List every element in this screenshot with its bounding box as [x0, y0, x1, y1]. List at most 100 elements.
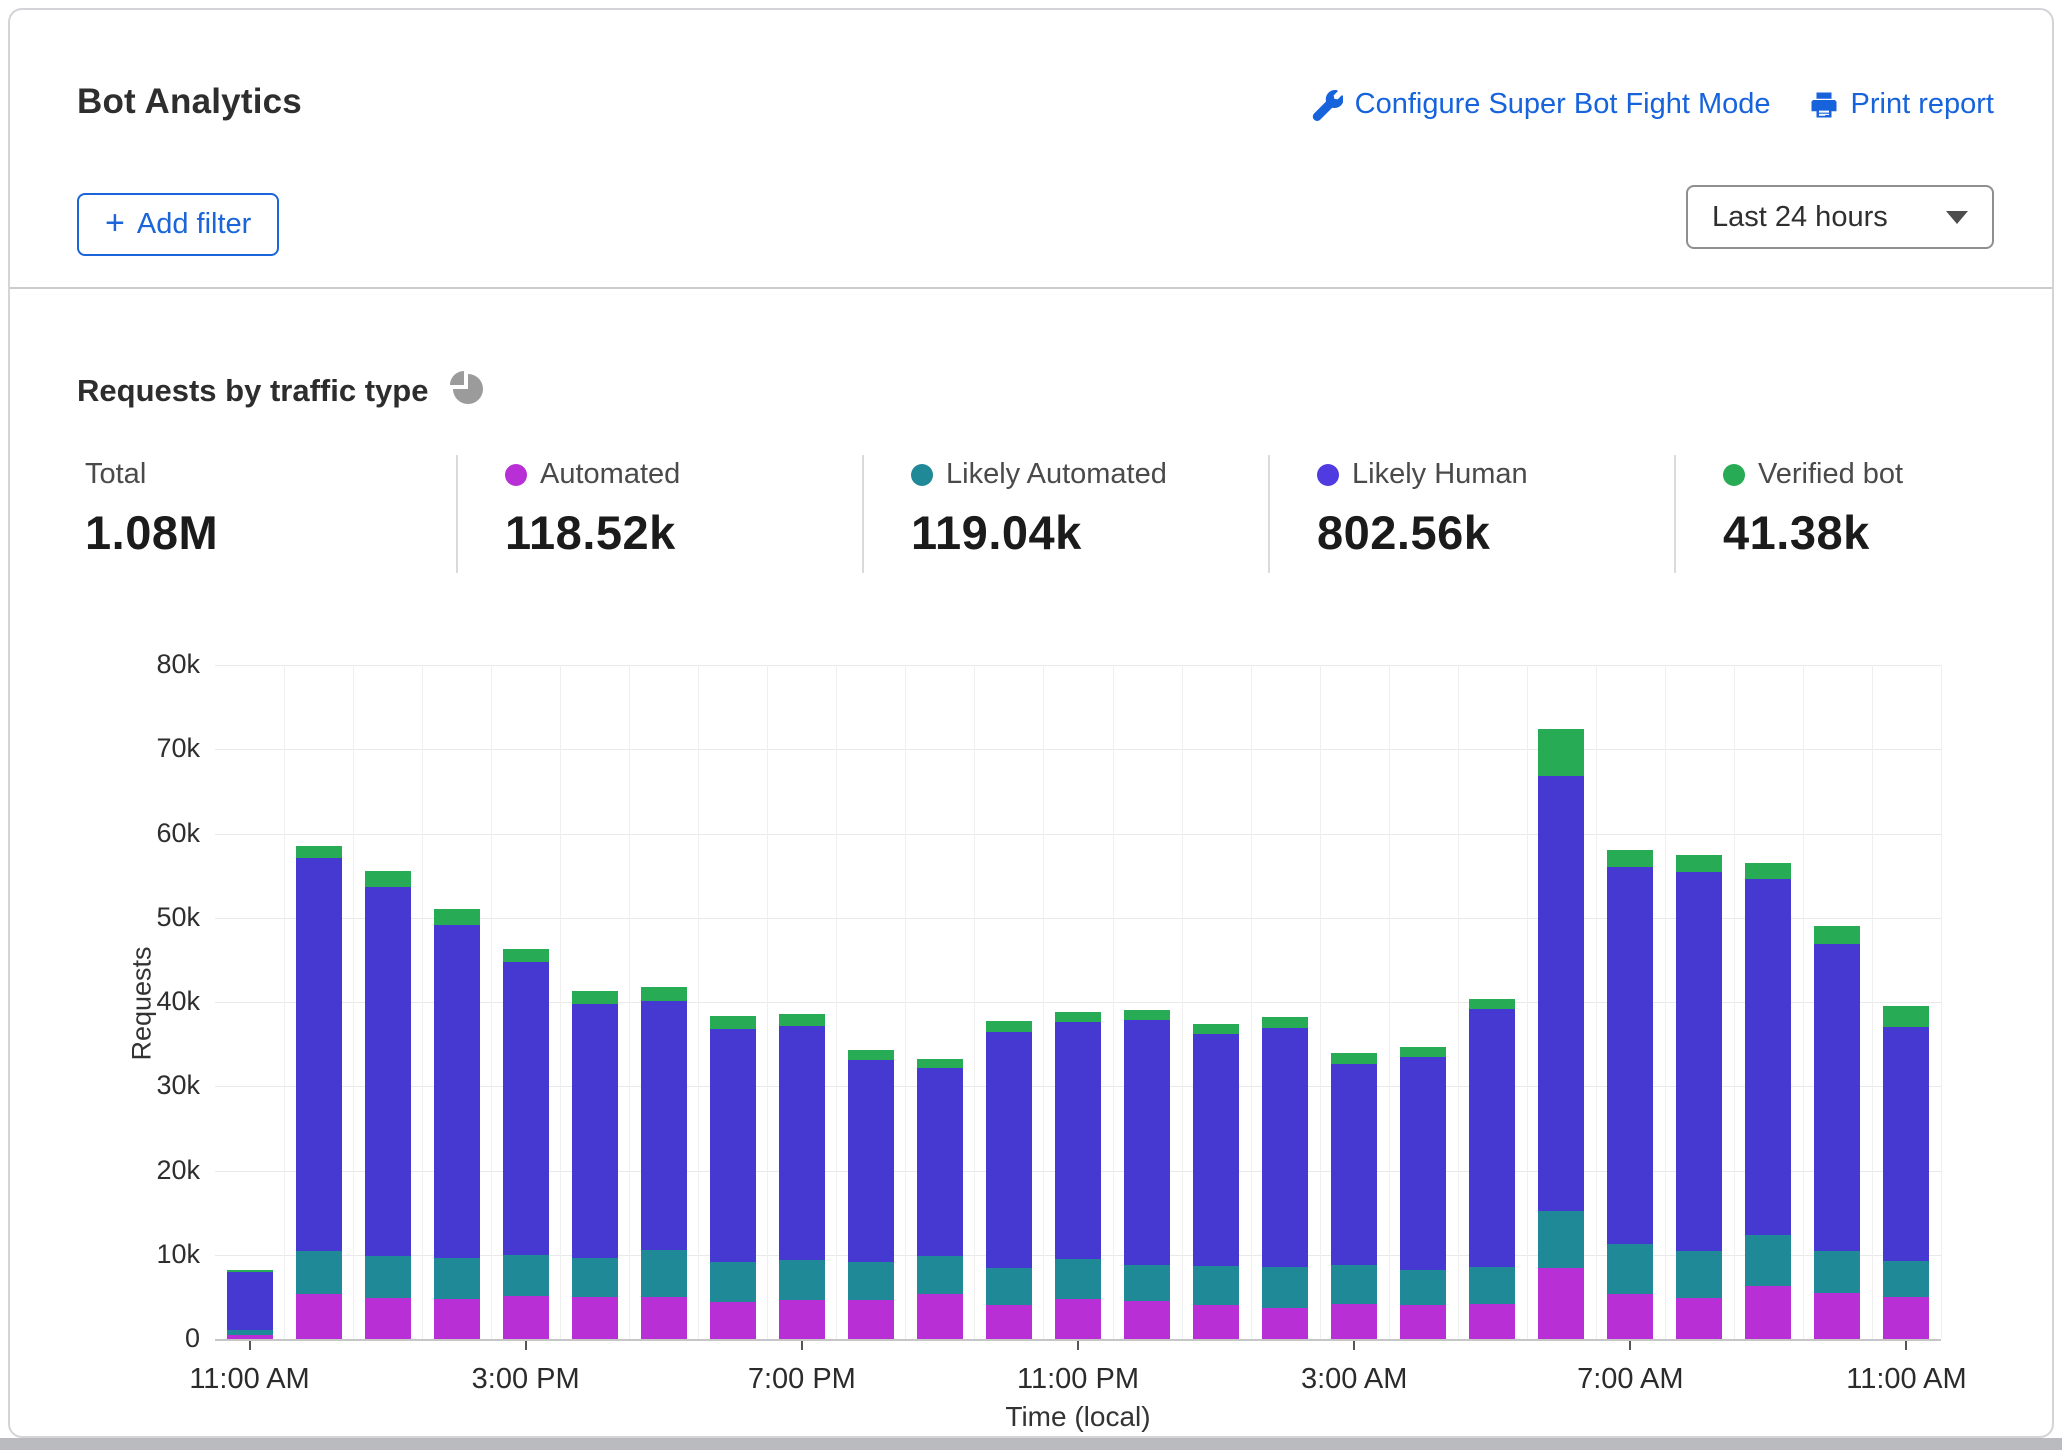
bar-6-00-pm[interactable] — [709, 1016, 756, 1339]
gridline — [1457, 665, 1459, 1339]
segment-likely-human — [502, 962, 549, 1255]
stat-label: Likely Automated — [946, 458, 1167, 490]
bar-11-00-pm[interactable] — [1055, 1012, 1101, 1339]
gridline — [1250, 665, 1252, 1339]
x-tick-mark — [1077, 1341, 1079, 1350]
segment-likely-automated — [1883, 1260, 1930, 1297]
segment-automated — [1607, 1293, 1654, 1339]
segment-automated — [226, 1334, 273, 1339]
bar-4-00-am[interactable] — [1400, 1046, 1447, 1339]
gridline — [1595, 665, 1597, 1339]
bar-5-00-am[interactable] — [1469, 998, 1516, 1339]
bar-7-00-am[interactable] — [1607, 850, 1654, 1339]
bar-7-00-pm[interactable] — [778, 1013, 825, 1339]
gridline — [215, 749, 1941, 751]
gridline — [1526, 665, 1528, 1339]
segment-automated — [364, 1297, 411, 1339]
segment-likely-human — [1469, 1008, 1516, 1267]
y-tick-label: 30k — [156, 1070, 200, 1101]
print-report-link[interactable]: Print report — [1809, 88, 1994, 121]
segment-automated — [1262, 1307, 1309, 1339]
segment-likely-human — [1055, 1022, 1101, 1259]
segment-likely-automated — [640, 1249, 687, 1297]
segment-automated — [1883, 1296, 1930, 1339]
configure-super-bot-fight-mode-link[interactable]: Configure Super Bot Fight Mode — [1311, 88, 1771, 121]
stat-label: Total — [85, 458, 147, 490]
bar-9-00-pm[interactable] — [916, 1059, 963, 1339]
x-tick-mark — [1905, 1341, 1908, 1350]
y-tick-label: 10k — [156, 1238, 200, 1269]
gridline — [1941, 665, 1942, 1339]
segment-verified-bot — [1124, 1010, 1171, 1020]
segment-likely-automated — [1124, 1264, 1171, 1302]
stat-divider — [1268, 455, 1270, 573]
bar-12-00-pm[interactable] — [295, 846, 342, 1339]
segment-automated — [640, 1296, 687, 1339]
bar-3-00-pm[interactable] — [502, 948, 549, 1339]
stat-divider — [862, 455, 864, 573]
stat-verified-bot: Verified bot 41.38k — [1723, 458, 1903, 560]
gridline — [560, 665, 562, 1339]
stat-value: 41.38k — [1723, 506, 1870, 559]
segment-likely-human — [433, 925, 480, 1259]
segment-verified-bot — [1538, 729, 1585, 777]
legend-dot — [1317, 463, 1339, 486]
segment-likely-human — [1814, 943, 1861, 1251]
bar-10-00-am[interactable] — [1814, 926, 1861, 1339]
segment-likely-automated — [295, 1250, 342, 1295]
bar-12-00-am[interactable] — [1124, 1010, 1171, 1339]
bar-11-00-am[interactable] — [1883, 1006, 1930, 1339]
segment-verified-bot — [1607, 850, 1654, 868]
gridline — [353, 665, 355, 1339]
bar-10-00-pm[interactable] — [985, 1020, 1032, 1339]
segment-likely-automated — [502, 1254, 549, 1297]
segment-likely-automated — [1055, 1258, 1101, 1300]
segment-likely-human — [571, 1003, 618, 1259]
stat-value: 119.04k — [911, 506, 1082, 559]
segment-likely-automated — [985, 1268, 1032, 1306]
bar-1-00-am[interactable] — [1193, 1023, 1240, 1339]
segment-likely-automated — [1193, 1265, 1240, 1306]
x-axis-line — [215, 1339, 1941, 1341]
bar-2-00-am[interactable] — [1262, 1017, 1309, 1339]
x-tick-label: 3:00 AM — [1300, 1363, 1408, 1395]
stat-value: 802.56k — [1317, 506, 1491, 559]
segment-likely-human — [640, 1001, 687, 1250]
y-tick-label: 80k — [156, 649, 200, 679]
segment-likely-automated — [1676, 1251, 1723, 1298]
bar-6-00-am[interactable] — [1538, 729, 1585, 1339]
header-divider — [10, 287, 2052, 289]
segment-automated — [985, 1305, 1032, 1339]
time-range-dropdown[interactable]: Last 24 hours — [1686, 185, 1994, 249]
wrench-icon — [1311, 89, 1343, 121]
segment-likely-human — [295, 857, 342, 1251]
stat-likely-human: Likely Human 802.56k — [1317, 458, 1528, 560]
x-tick-mark — [1629, 1341, 1632, 1350]
stat-likely-automated: Likely Automated 119.04k — [911, 458, 1167, 560]
segment-likely-human — [847, 1060, 894, 1262]
y-tick-label: 70k — [156, 733, 200, 764]
bar-5-00-pm[interactable] — [640, 986, 687, 1339]
segment-automated — [571, 1296, 618, 1339]
segment-likely-automated — [1331, 1264, 1378, 1304]
x-tick-label: 11:00 PM — [1017, 1363, 1139, 1395]
bar-8-00-pm[interactable] — [847, 1050, 894, 1339]
bar-9-00-am[interactable] — [1745, 863, 1792, 1339]
segment-automated — [1745, 1285, 1792, 1339]
segment-automated — [778, 1300, 825, 1339]
bar-2-00-pm[interactable] — [433, 909, 480, 1339]
add-filter-button[interactable]: + Add filter — [77, 193, 280, 256]
bar-1-00-pm[interactable] — [364, 871, 411, 1339]
y-tick-label: 60k — [156, 817, 200, 848]
bar-4-00-pm[interactable] — [571, 991, 618, 1339]
stat-label: Automated — [540, 458, 681, 490]
bar-11-00-am[interactable] — [226, 1269, 273, 1339]
segment-likely-human — [1331, 1064, 1378, 1265]
stat-value: 118.52k — [505, 506, 676, 559]
bar-8-00-am[interactable] — [1676, 855, 1723, 1339]
bar-3-00-am[interactable] — [1331, 1052, 1378, 1339]
gridline — [698, 665, 700, 1339]
segment-verified-bot — [847, 1050, 894, 1061]
segment-verified-bot — [433, 909, 480, 926]
add-filter-label: Add filter — [136, 208, 252, 240]
